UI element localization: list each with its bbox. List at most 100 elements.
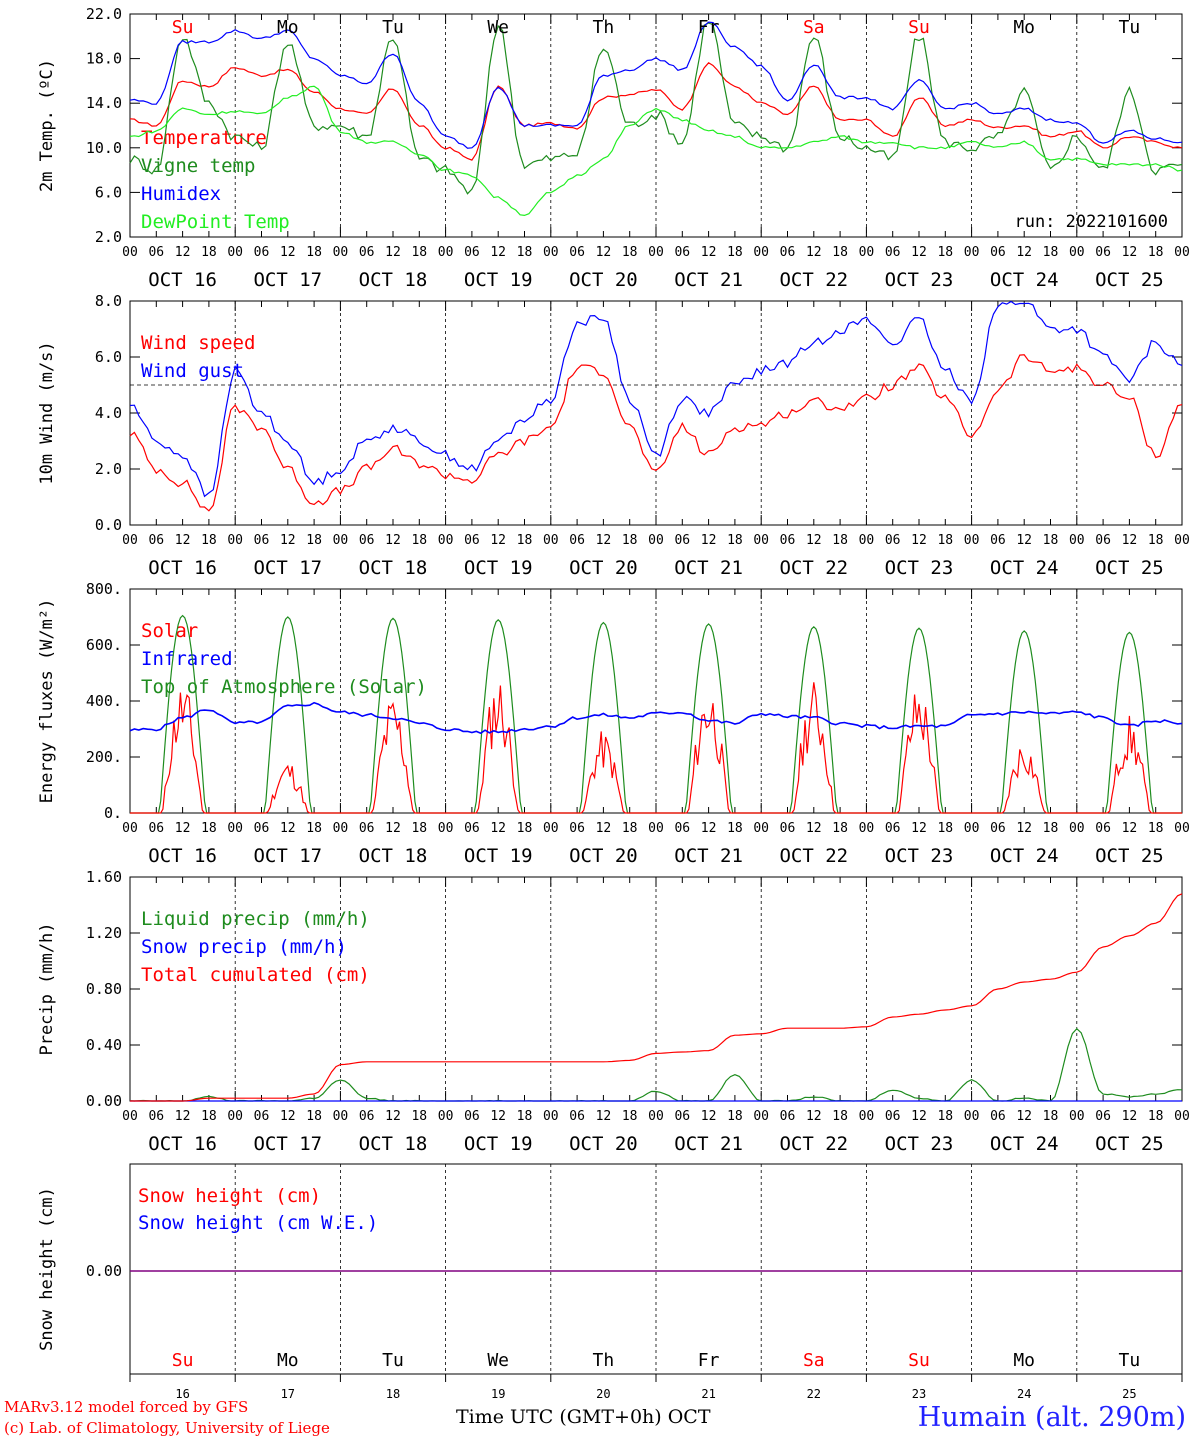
credit-line-2: (c) Lab. of Climatology, University of L…	[4, 1419, 330, 1437]
panel-3-hour-label: 18	[832, 821, 848, 836]
panel-2-hour-label: 18	[201, 533, 217, 548]
panel-2-y-tick-label: 8.0	[95, 292, 122, 310]
panel-1-hour-label: 18	[1043, 245, 1059, 260]
panel-3-y-axis-label: Energy fluxes (W/m²)	[37, 599, 57, 804]
weekday-label-top: Sa	[803, 17, 825, 38]
weekday-label-bottom: Mo	[1013, 1350, 1035, 1371]
panel-4-hour-label: 18	[201, 1109, 217, 1124]
panel-2-hour-label: 06	[148, 533, 164, 548]
panel-4-day-label: OCT 20	[569, 1133, 638, 1155]
panel-3-day-label: OCT 17	[253, 845, 322, 867]
panel-1-series-3	[129, 21, 1183, 149]
panel-4-hour-label: 18	[306, 1109, 322, 1124]
panel-2-hour-label: 12	[1122, 533, 1138, 548]
panel-3-hour-label: 18	[727, 821, 743, 836]
panel-1-hour-label: 00	[859, 245, 875, 260]
panel-1-day-label: OCT 25	[1095, 269, 1164, 291]
panel-4-hour-label: 12	[1122, 1109, 1138, 1124]
panel-4-y-tick-label: 1.20	[86, 924, 122, 942]
panel-2-legend-1: Wind speed	[141, 332, 255, 354]
weekday-label-bottom: Su	[172, 1350, 194, 1371]
panel-3-day-label: OCT 25	[1095, 845, 1164, 867]
panel-3-y-tick-label: 400.	[86, 692, 122, 710]
panel-2-hour-label: 12	[385, 533, 401, 548]
weekday-label-top: Tu	[1119, 17, 1141, 38]
panel-3-hour-label: 18	[411, 821, 427, 836]
run-label: run: 2022101600	[1014, 212, 1168, 232]
panel-1-hour-label: 12	[911, 245, 927, 260]
panel-1-legend-1: Temperature	[141, 127, 267, 149]
panel-1-hour-label: 12	[596, 245, 612, 260]
panel-4-day-label: OCT 18	[359, 1133, 428, 1155]
panel-4-hour-label: 12	[280, 1109, 296, 1124]
panel-4-hour-label: 00	[648, 1109, 664, 1124]
panel-4-hour-label: 12	[490, 1109, 506, 1124]
weekday-label-top: We	[487, 17, 509, 38]
panel-2-day-label: OCT 24	[990, 557, 1059, 579]
panel-1-hour-label: 12	[701, 245, 717, 260]
panel-1-day-label: OCT 19	[464, 269, 533, 291]
panel-3-hour-label: 18	[937, 821, 953, 836]
panel-4-hour-label: 00	[122, 1109, 138, 1124]
panel-2-hour-label: 06	[990, 533, 1006, 548]
panel-4-hour-label: 06	[885, 1109, 901, 1124]
panel-3-y-tick-label: 800.	[86, 580, 122, 598]
panel-4-day-label: OCT 21	[674, 1133, 743, 1155]
panel-2-hour-label: 06	[674, 533, 690, 548]
panel-1-hour-label: 18	[517, 245, 533, 260]
day-number-label: 18	[386, 1387, 400, 1401]
panel-4-hour-label: 18	[411, 1109, 427, 1124]
panel-4-y-tick-label: 0.40	[86, 1036, 122, 1054]
panel-2-hour-label: 06	[359, 533, 375, 548]
panel-4-hour-label: 18	[937, 1109, 953, 1124]
panel-1-hour-label: 06	[780, 245, 796, 260]
panel-3-hour-label: 12	[1122, 821, 1138, 836]
panel-1-day-label: OCT 21	[674, 269, 743, 291]
panel-1-series-4	[129, 85, 1183, 217]
panel-4-y-tick-label: 0.80	[86, 980, 122, 998]
panel-4-hour-label: 18	[622, 1109, 638, 1124]
weekday-label-top: Su	[172, 17, 194, 38]
panel-1-y-tick-label: 2.0	[95, 228, 122, 246]
panel-4-hour-label: 06	[464, 1109, 480, 1124]
panel-4-hour-label: 06	[254, 1109, 270, 1124]
panel-2-series-1	[129, 354, 1183, 512]
weekday-label-bottom: Fr	[698, 1350, 720, 1371]
panel-1-hour-label: 12	[175, 245, 191, 260]
panel-2-hour-label: 12	[911, 533, 927, 548]
panel-2-day-label: OCT 20	[569, 557, 638, 579]
panel-1-day-label: OCT 18	[359, 269, 428, 291]
day-number-label: 25	[1122, 1387, 1136, 1401]
panel-3-hour-label: 06	[254, 821, 270, 836]
panel-3-hour-label: 18	[306, 821, 322, 836]
panel-2-hour-label: 12	[175, 533, 191, 548]
panel-1-y-tick-label: 6.0	[95, 183, 122, 201]
weekday-label-top: Mo	[277, 17, 299, 38]
panel-3-hour-label: 00	[648, 821, 664, 836]
panel-1-hour-label: 06	[464, 245, 480, 260]
panel-1-hour-label: 12	[1016, 245, 1032, 260]
panel-1-hour-label: 18	[306, 245, 322, 260]
weekday-label-bottom: Th	[593, 1350, 615, 1371]
weekday-label-bottom: Tu	[382, 1350, 404, 1371]
panel-2-hour-label: 00	[122, 533, 138, 548]
panel-3-hour-label: 12	[385, 821, 401, 836]
panel-2-hour-label: 00	[438, 533, 454, 548]
panel-1-hour-label: 00	[333, 245, 349, 260]
panel-2-hour-label: 18	[622, 533, 638, 548]
weekday-label-top: Su	[908, 17, 930, 38]
panel-1-hour-label: 00	[648, 245, 664, 260]
panel-4-day-label: OCT 17	[253, 1133, 322, 1155]
panel-3-hour-label: 00	[1174, 821, 1190, 836]
panel-3-hour-label: 18	[201, 821, 217, 836]
panel-2-hour-label: 06	[569, 533, 585, 548]
panel-4-hour-label: 00	[1174, 1109, 1190, 1124]
panel-5-y-tick-label: 0.00	[86, 1262, 122, 1280]
panel-4-hour-label: 06	[359, 1109, 375, 1124]
station-name: Humain (alt. 290m)	[917, 1402, 1186, 1433]
panel-4-hour-label: 12	[175, 1109, 191, 1124]
panel-2-hour-label: 06	[254, 533, 270, 548]
panel-1-hour-label: 18	[1148, 245, 1164, 260]
panel-3-y-tick-label: 200.	[86, 748, 122, 766]
panel-5-legend-1: Snow height (cm)	[138, 1185, 321, 1207]
